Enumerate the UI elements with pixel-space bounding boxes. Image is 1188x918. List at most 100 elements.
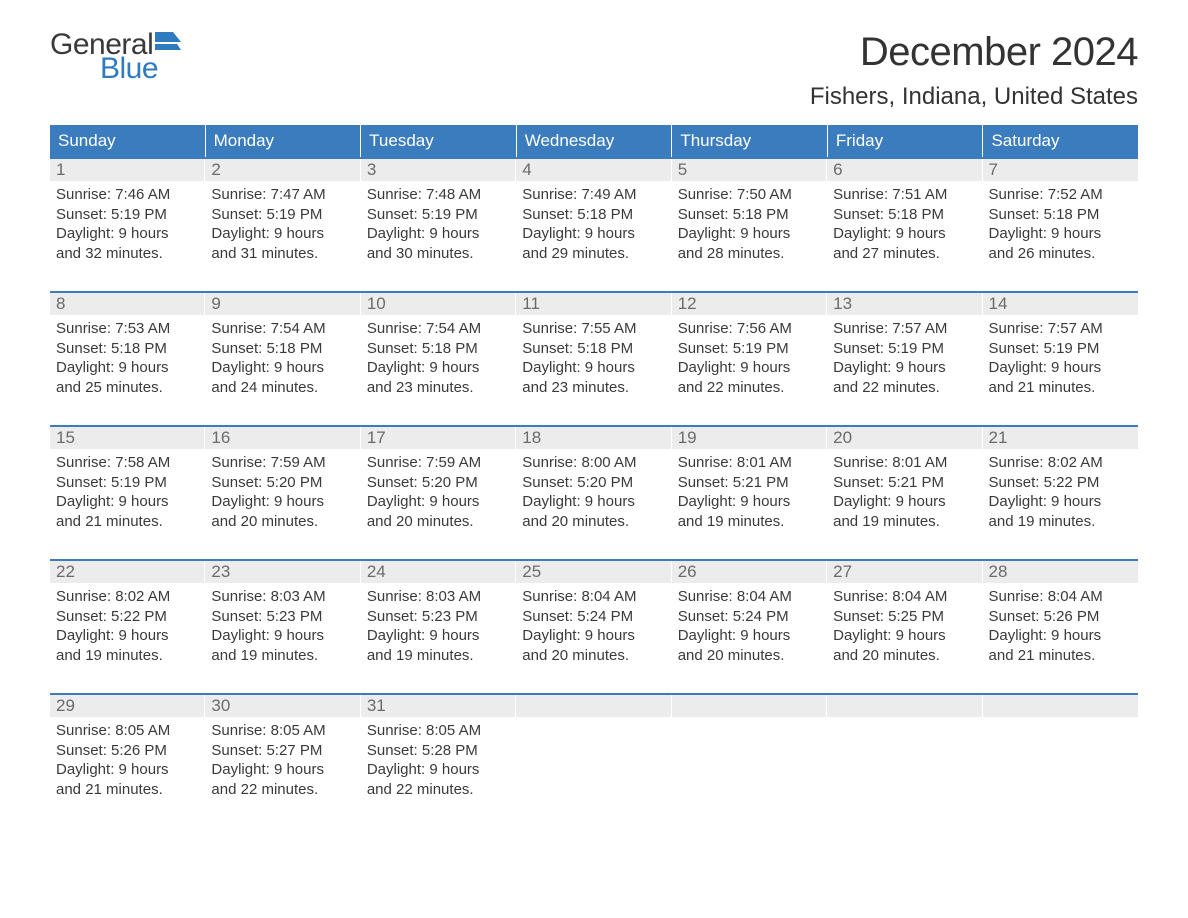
daylight-line2: and 23 minutes. — [367, 378, 510, 398]
daylight-line1: Daylight: 9 hours — [522, 224, 665, 244]
sunset-text: Sunset: 5:21 PM — [833, 473, 976, 493]
sunrise-text: Sunrise: 8:00 AM — [522, 453, 665, 473]
sunrise-text: Sunrise: 8:05 AM — [367, 721, 510, 741]
daylight-line1: Daylight: 9 hours — [989, 224, 1132, 244]
day-number: 13 — [827, 293, 982, 315]
sunset-text: Sunset: 5:19 PM — [678, 339, 821, 359]
sunrise-text: Sunrise: 7:48 AM — [367, 185, 510, 205]
weekday-friday: Friday — [828, 125, 984, 157]
day-details: Sunrise: 7:55 AMSunset: 5:18 PMDaylight:… — [516, 315, 671, 397]
day-cell: 12 Sunrise: 7:56 AMSunset: 5:19 PMDayligh… — [672, 293, 827, 405]
day-cell: 27Sunrise: 8:04 AMSunset: 5:25 PMDayligh… — [827, 561, 982, 673]
weekday-wednesday: Wednesday — [517, 125, 673, 157]
daylight-line2: and 22 minutes. — [678, 378, 821, 398]
day-details: Sunrise: 8:01 AMSunset: 5:21 PMDaylight:… — [672, 449, 827, 531]
sunrise-text: Sunrise: 7:52 AM — [989, 185, 1132, 205]
daylight-line2: and 19 minutes. — [56, 646, 199, 666]
sunrise-text: Sunrise: 7:58 AM — [56, 453, 199, 473]
sunset-text: Sunset: 5:24 PM — [678, 607, 821, 627]
daylight-line2: and 19 minutes. — [367, 646, 510, 666]
sunrise-text: Sunrise: 7:55 AM — [522, 319, 665, 339]
day-number: 10 — [361, 293, 516, 315]
day-number: 1 — [50, 159, 205, 181]
daylight-line2: and 19 minutes. — [989, 512, 1132, 532]
sunrise-text: Sunrise: 7:56 AM — [678, 319, 821, 339]
day-details: Sunrise: 7:53 AMSunset: 5:18 PMDaylight:… — [50, 315, 205, 397]
weekday-saturday: Saturday — [983, 125, 1138, 157]
daylight-line2: and 31 minutes. — [211, 244, 354, 264]
day-cell: 7Sunrise: 7:52 AMSunset: 5:18 PMDaylight… — [983, 159, 1138, 271]
daylight-line1: Daylight: 9 hours — [56, 358, 199, 378]
sunset-text: Sunset: 5:18 PM — [522, 339, 665, 359]
day-cell — [983, 695, 1138, 807]
sunrise-text: Sunrise: 7:57 AM — [989, 319, 1132, 339]
day-cell: 24Sunrise: 8:03 AMSunset: 5:23 PMDayligh… — [361, 561, 516, 673]
day-details: Sunrise: 7:47 AMSunset: 5:19 PMDaylight:… — [205, 181, 360, 263]
day-cell: 10Sunrise: 7:54 AMSunset: 5:18 PMDayligh… — [361, 293, 516, 405]
daylight-line2: and 21 minutes. — [56, 780, 199, 800]
day-cell: 16Sunrise: 7:59 AMSunset: 5:20 PMDayligh… — [205, 427, 360, 539]
sunset-text: Sunset: 5:26 PM — [989, 607, 1132, 627]
sunset-text: Sunset: 5:22 PM — [989, 473, 1132, 493]
daylight-line1: Daylight: 9 hours — [989, 358, 1132, 378]
day-details: Sunrise: 7:46 AMSunset: 5:19 PMDaylight:… — [50, 181, 205, 263]
day-number: 27 — [827, 561, 982, 583]
day-details: Sunrise: 7:57 AMSunset: 5:19 PMDaylight:… — [827, 315, 982, 397]
daylight-line2: and 20 minutes. — [833, 646, 976, 666]
header: General Blue December 2024 Fishers, Indi… — [50, 30, 1138, 111]
sunset-text: Sunset: 5:19 PM — [989, 339, 1132, 359]
day-number: 4 — [516, 159, 671, 181]
day-number: 12 — [672, 293, 827, 315]
daylight-line1: Daylight: 9 hours — [56, 760, 199, 780]
daylight-line1: Daylight: 9 hours — [833, 358, 976, 378]
daylight-line2: and 25 minutes. — [56, 378, 199, 398]
sunrise-text: Sunrise: 8:03 AM — [211, 587, 354, 607]
sunset-text: Sunset: 5:24 PM — [522, 607, 665, 627]
daylight-line1: Daylight: 9 hours — [678, 492, 821, 512]
day-number: 23 — [205, 561, 360, 583]
daylight-line2: and 19 minutes. — [833, 512, 976, 532]
sunset-text: Sunset: 5:23 PM — [367, 607, 510, 627]
daylight-line1: Daylight: 9 hours — [989, 492, 1132, 512]
sunset-text: Sunset: 5:23 PM — [211, 607, 354, 627]
day-details: Sunrise: 8:03 AMSunset: 5:23 PMDaylight:… — [205, 583, 360, 665]
day-number: 28 — [983, 561, 1138, 583]
day-details: Sunrise: 8:04 AMSunset: 5:24 PMDaylight:… — [672, 583, 827, 665]
day-cell: 21Sunrise: 8:02 AMSunset: 5:22 PMDayligh… — [983, 427, 1138, 539]
day-cell: 5Sunrise: 7:50 AMSunset: 5:18 PMDaylight… — [672, 159, 827, 271]
day-number: 18 — [516, 427, 671, 449]
sunset-text: Sunset: 5:22 PM — [56, 607, 199, 627]
sunset-text: Sunset: 5:28 PM — [367, 741, 510, 761]
daylight-line2: and 22 minutes. — [211, 780, 354, 800]
page-title: December 2024 — [810, 30, 1138, 75]
daylight-line1: Daylight: 9 hours — [211, 358, 354, 378]
day-details: Sunrise: 8:00 AMSunset: 5:20 PMDaylight:… — [516, 449, 671, 531]
day-details: Sunrise: 8:03 AMSunset: 5:23 PMDaylight:… — [361, 583, 516, 665]
flag-icon — [155, 32, 181, 50]
daylight-line2: and 21 minutes. — [989, 646, 1132, 666]
sunrise-text: Sunrise: 8:04 AM — [678, 587, 821, 607]
daylight-line1: Daylight: 9 hours — [678, 358, 821, 378]
daylight-line1: Daylight: 9 hours — [211, 224, 354, 244]
day-number: 22 — [50, 561, 205, 583]
day-details: Sunrise: 8:05 AMSunset: 5:26 PMDaylight:… — [50, 717, 205, 799]
sunrise-text: Sunrise: 7:53 AM — [56, 319, 199, 339]
sunrise-text: Sunrise: 7:59 AM — [211, 453, 354, 473]
daylight-line1: Daylight: 9 hours — [678, 224, 821, 244]
day-number — [827, 695, 982, 717]
sunset-text: Sunset: 5:18 PM — [522, 205, 665, 225]
daylight-line1: Daylight: 9 hours — [522, 626, 665, 646]
day-number: 31 — [361, 695, 516, 717]
daylight-line2: and 32 minutes. — [56, 244, 199, 264]
day-number: 26 — [672, 561, 827, 583]
sunrise-text: Sunrise: 8:04 AM — [989, 587, 1132, 607]
day-details: Sunrise: 8:05 AMSunset: 5:28 PMDaylight:… — [361, 717, 516, 799]
sunset-text: Sunset: 5:20 PM — [211, 473, 354, 493]
daylight-line1: Daylight: 9 hours — [678, 626, 821, 646]
sunrise-text: Sunrise: 8:02 AM — [989, 453, 1132, 473]
day-cell: 15Sunrise: 7:58 AMSunset: 5:19 PMDayligh… — [50, 427, 205, 539]
week-row: 22Sunrise: 8:02 AMSunset: 5:22 PMDayligh… — [50, 559, 1138, 673]
day-number: 9 — [205, 293, 360, 315]
week-row: 1Sunrise: 7:46 AMSunset: 5:19 PMDaylight… — [50, 157, 1138, 271]
day-cell — [516, 695, 671, 807]
